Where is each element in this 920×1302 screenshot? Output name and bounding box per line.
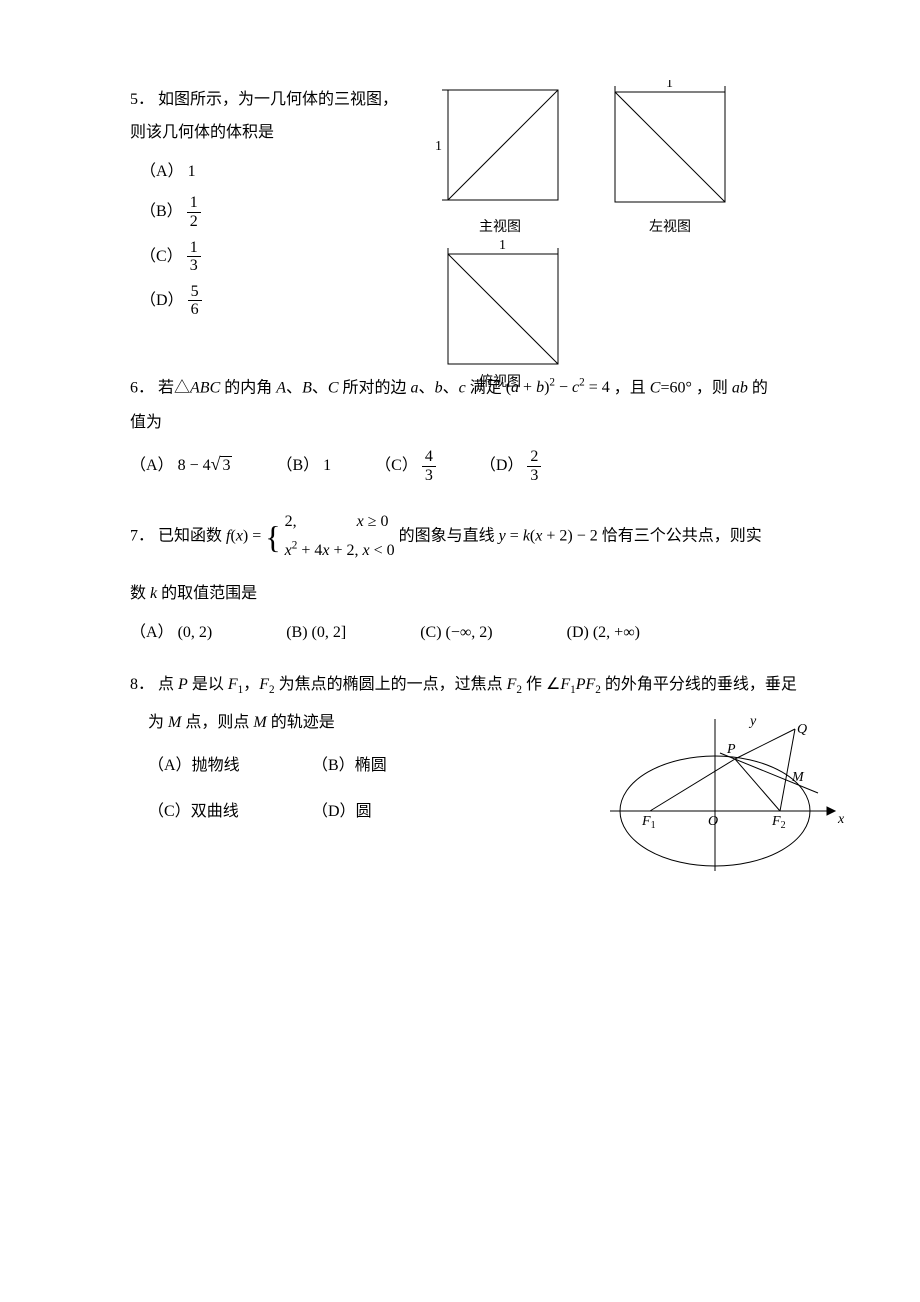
side-view-label: 左视图	[600, 215, 740, 240]
q7-number: 7．	[130, 528, 154, 545]
dim-label: 1	[666, 80, 673, 91]
axis-x-label: x	[837, 812, 845, 827]
q5-front-view: 1 主视图	[430, 80, 570, 240]
problem-7: 7． 已知函数 f(x) = { 2,x ≥ 0 x2 + 4x + 2, x …	[130, 508, 820, 647]
q6-option-b: （B） 1	[276, 452, 331, 481]
q6-option-c: （C） 43	[375, 448, 436, 484]
q6-options: （A） 8 − 4√3 （B） 1 （C） 43 （D） 23	[130, 448, 820, 484]
q7-option-b: (B) (0, 2]	[286, 619, 346, 648]
problem-8: 8． 点 P 是以 F1，F2 为焦点的椭圆上的一点，过焦点 F2 作 ∠F1P…	[130, 671, 820, 860]
point-m-label: M	[791, 770, 805, 785]
axis-y-label: y	[748, 714, 757, 729]
focus-f1-label: F1	[641, 814, 656, 831]
brace-icon: {	[265, 519, 280, 555]
point-q-label: Q	[797, 722, 807, 737]
ellipse-svg: y x O P Q M F1 F2	[600, 711, 850, 881]
fraction-icon: 23	[527, 448, 541, 484]
q6-number: 6．	[130, 379, 154, 396]
front-view-label: 主视图	[430, 215, 570, 240]
q5-stem-line1: 如图所示，为一几何体的三视图，	[158, 91, 398, 108]
q5-stem-line2: 则该几何体的体积是	[130, 124, 274, 141]
q6-option-a: （A） 8 − 4√3	[130, 448, 232, 481]
point-p-label: P	[726, 742, 736, 757]
fraction-icon: 12	[187, 194, 201, 230]
problem-6: 6． 若△ABC 的内角 A、B、C 所对的边 a、b、c 满足 (a + b)…	[130, 373, 820, 484]
q8-option-a: （A）抛物线	[148, 752, 308, 781]
piecewise-function: 2,x ≥ 0 x2 + 4x + 2, x < 0	[285, 508, 395, 566]
q8-number: 8．	[130, 676, 154, 693]
q8-option-b: （B）椭圆	[312, 752, 387, 781]
fraction-icon: 56	[188, 283, 202, 319]
q7-options: （A） (0, 2) (B) (0, 2] (C) (−∞, 2) (D) (2…	[130, 619, 820, 648]
q8-ellipse-figure: y x O P Q M F1 F2	[600, 711, 850, 892]
q6-stem-line2: 值为	[130, 409, 820, 438]
q6-formula: (a + b)2 − c2 = 4	[506, 379, 610, 396]
q7-stem-line2: 数 k 的取值范围是	[130, 580, 820, 609]
q8-option-d: （D）圆	[312, 798, 372, 827]
q6-option-d: （D） 23	[480, 448, 542, 484]
q5-side-view: 1 左视图	[600, 80, 740, 240]
problem-5: 5． 如图所示，为一几何体的三视图， 则该几何体的体积是 （A） 1 （B） 1…	[130, 86, 820, 319]
origin-label: O	[708, 814, 718, 829]
q7-option-a: （A） (0, 2)	[130, 619, 212, 648]
q5-three-views: 1 主视图 1 左视图	[430, 80, 750, 395]
fraction-icon: 43	[422, 448, 436, 484]
top-view-svg: 1	[430, 240, 570, 370]
front-view-svg: 1	[430, 80, 570, 215]
q7-option-c: (C) (−∞, 2)	[420, 619, 492, 648]
dim-label: 1	[499, 240, 506, 253]
side-view-svg: 1	[600, 80, 740, 215]
fraction-icon: 13	[187, 239, 201, 275]
dim-label: 1	[435, 139, 442, 154]
focus-f2-label: F2	[771, 814, 786, 831]
q8-option-c: （C）双曲线	[148, 798, 308, 827]
q7-option-d: (D) (2, +∞)	[567, 619, 640, 648]
q5-number: 5．	[130, 91, 154, 108]
